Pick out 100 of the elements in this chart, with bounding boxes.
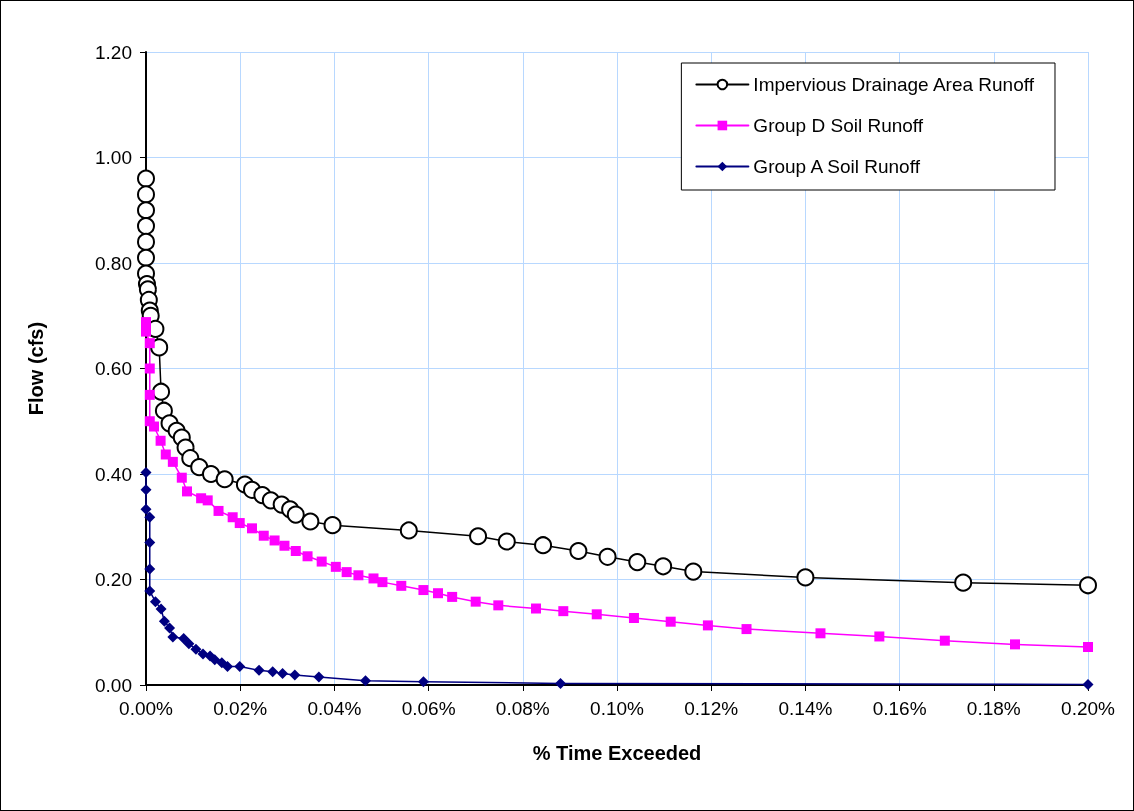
- point: [469, 527, 488, 546]
- point: [149, 596, 161, 608]
- point: [167, 456, 178, 467]
- point: [313, 671, 325, 683]
- point: [665, 616, 676, 627]
- point: [530, 603, 541, 614]
- point: [359, 675, 371, 687]
- point: [178, 633, 190, 645]
- x-axis-title: % Time Exceeded: [532, 742, 702, 764]
- point: [341, 567, 352, 578]
- point: [330, 561, 341, 572]
- point: [569, 542, 588, 561]
- point: [234, 661, 246, 673]
- point: [137, 248, 155, 267]
- point: [493, 600, 504, 611]
- point: [741, 624, 752, 635]
- point: [377, 577, 388, 588]
- point: [628, 613, 639, 624]
- point: [874, 631, 885, 642]
- point: [160, 449, 171, 460]
- y-tick-label: 1.20: [95, 41, 132, 63]
- point: [815, 628, 826, 639]
- point: [152, 382, 171, 401]
- point: [316, 556, 327, 567]
- y-tick-label: 0.20: [95, 569, 132, 590]
- point: [140, 484, 152, 496]
- point: [137, 232, 155, 251]
- point: [353, 570, 364, 581]
- point: [598, 547, 617, 566]
- point: [155, 435, 166, 446]
- point: [267, 666, 279, 678]
- point: [1079, 576, 1097, 595]
- y-tick-label: 0.40: [95, 463, 132, 485]
- point: [396, 580, 407, 591]
- point: [158, 615, 170, 627]
- x-tick-label: 0.14%: [778, 698, 833, 719]
- point: [954, 573, 973, 592]
- x-tick-label: 0.12%: [684, 698, 739, 719]
- point: [221, 661, 233, 673]
- point: [181, 486, 192, 497]
- point: [534, 536, 553, 555]
- point: [144, 511, 156, 523]
- point: [144, 363, 155, 374]
- point: [447, 591, 458, 602]
- point: [418, 585, 429, 596]
- point: [234, 518, 245, 529]
- point: [144, 338, 155, 349]
- x-tick-label: 0.08%: [495, 698, 550, 719]
- point: [137, 217, 155, 236]
- point: [164, 622, 176, 634]
- point: [215, 470, 234, 489]
- point: [654, 557, 673, 576]
- point: [277, 667, 289, 679]
- point: [301, 512, 320, 531]
- y-tick-label: 0.00: [95, 674, 132, 696]
- point: [939, 635, 950, 646]
- legend-label: Group A Soil Runoff: [753, 156, 921, 177]
- point: [190, 643, 202, 655]
- point: [202, 465, 220, 483]
- point: [628, 553, 647, 572]
- point: [290, 546, 301, 557]
- y-tick-label: 1.00: [95, 147, 132, 168]
- point: [144, 585, 156, 597]
- point: [253, 664, 265, 676]
- point: [1083, 642, 1093, 653]
- point: [137, 169, 155, 188]
- x-tick-label: 0.18%: [966, 698, 1021, 719]
- point: [269, 535, 280, 546]
- point: [140, 466, 152, 478]
- point: [286, 505, 305, 524]
- point: [202, 495, 213, 506]
- point: [141, 317, 151, 328]
- point: [258, 530, 269, 541]
- point: [183, 638, 195, 650]
- point: [702, 620, 713, 631]
- x-tick-label: 0.10%: [590, 698, 645, 719]
- point: [140, 503, 152, 515]
- point: [591, 609, 602, 620]
- point: [137, 185, 155, 204]
- point: [279, 540, 290, 551]
- point: [470, 596, 481, 607]
- point: [155, 603, 167, 615]
- y-tick-label: 0.60: [95, 358, 132, 379]
- legend-label: Group D Soil Runoff: [753, 115, 924, 136]
- point: [144, 389, 155, 400]
- point: [137, 201, 155, 220]
- point: [176, 472, 187, 483]
- point: [141, 326, 151, 337]
- x-tick-label: 0.04%: [307, 698, 362, 719]
- point: [796, 568, 815, 587]
- point: [433, 588, 444, 599]
- point: [323, 516, 342, 535]
- x-tick-label: 0.06%: [401, 698, 456, 719]
- point: [246, 523, 257, 534]
- point: [684, 562, 703, 581]
- point: [1009, 639, 1020, 650]
- x-tick-label: 0.20%: [1061, 698, 1116, 719]
- point: [302, 551, 313, 562]
- point: [209, 654, 221, 666]
- point: [289, 669, 301, 681]
